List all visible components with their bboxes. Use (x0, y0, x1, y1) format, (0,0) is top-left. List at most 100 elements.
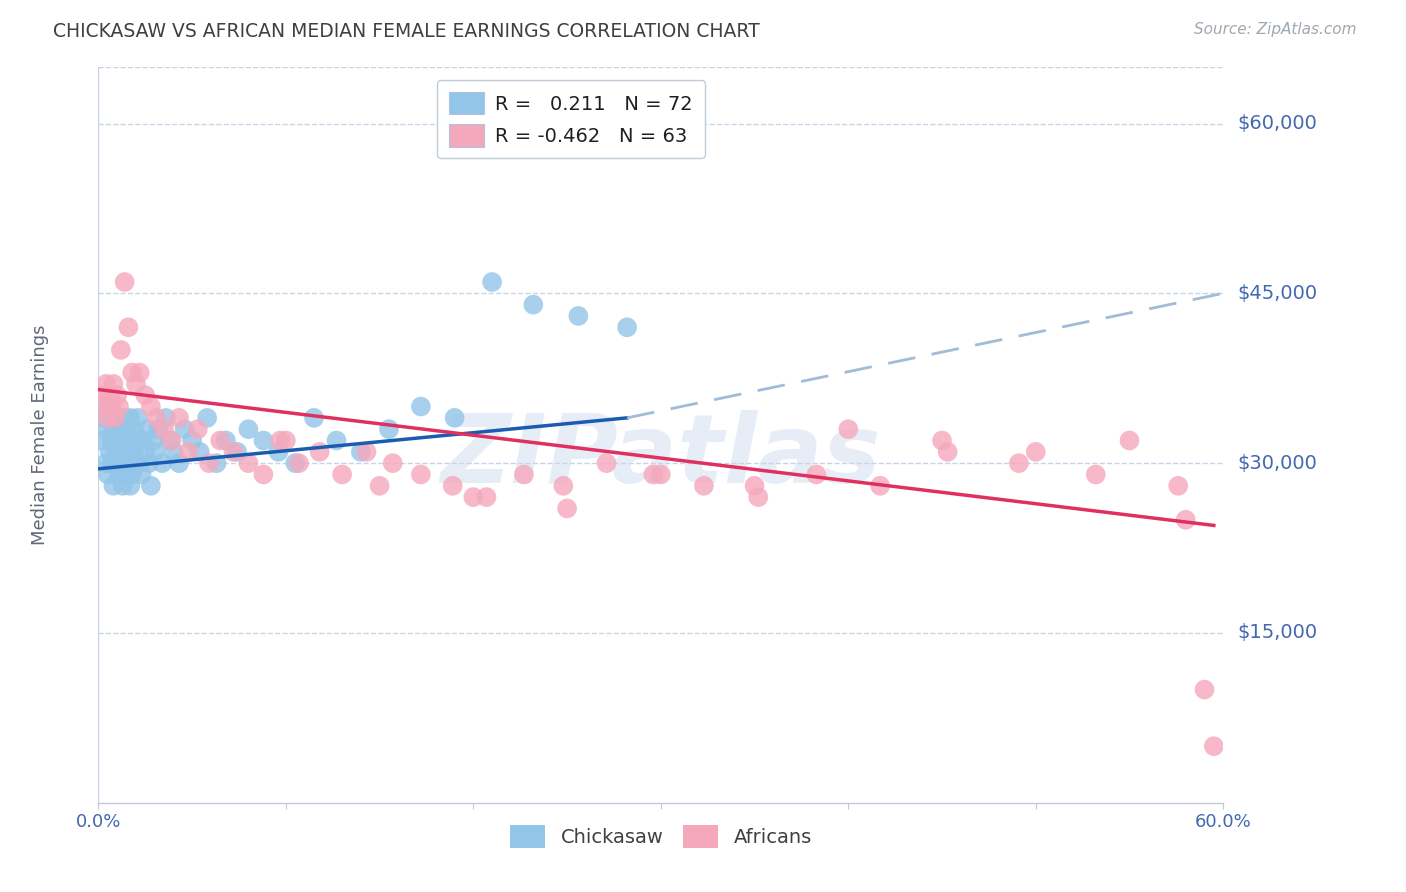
Point (205, 456, 228, 470)
Point (160, 434, 183, 448)
Point (125, 376, 148, 391)
Point (330, 467, 353, 482)
Point (252, 434, 274, 448)
Legend: Chickasaw, Africans: Chickasaw, Africans (502, 818, 820, 855)
Point (1084, 467, 1107, 482)
Point (121, 445, 143, 459)
Point (188, 445, 211, 459)
Point (128, 366, 150, 380)
Text: $30,000: $30,000 (1237, 454, 1317, 473)
Point (121, 467, 143, 482)
Point (441, 479, 464, 493)
Point (267, 445, 290, 459)
Point (553, 479, 575, 493)
Point (936, 445, 959, 459)
Point (138, 456, 160, 470)
Point (356, 445, 378, 459)
Point (117, 456, 139, 470)
Point (198, 456, 221, 470)
Point (98, 388, 121, 402)
Point (103, 479, 125, 493)
Point (274, 434, 297, 448)
Point (284, 456, 307, 470)
Point (110, 343, 132, 357)
Point (162, 445, 184, 459)
Point (108, 400, 131, 414)
Point (595, 456, 617, 470)
Point (693, 479, 716, 493)
Point (143, 445, 166, 459)
Point (131, 467, 153, 482)
Point (122, 445, 145, 459)
Point (132, 434, 155, 448)
Point (136, 422, 159, 436)
Text: Median Female Earnings: Median Female Earnings (31, 325, 49, 545)
Point (103, 376, 125, 391)
Point (97, 467, 120, 482)
Point (125, 434, 148, 448)
Point (269, 434, 291, 448)
Point (114, 467, 136, 482)
Point (1194, 682, 1216, 697)
Text: $15,000: $15,000 (1237, 624, 1317, 642)
Point (120, 479, 142, 493)
Point (104, 410, 127, 425)
Point (105, 388, 128, 402)
Point (115, 445, 138, 459)
Point (108, 445, 131, 459)
Point (1167, 479, 1189, 493)
Point (139, 479, 162, 493)
Point (98, 445, 121, 459)
Point (111, 445, 134, 459)
Point (215, 434, 238, 448)
Point (167, 410, 190, 425)
Point (111, 479, 134, 493)
Point (650, 467, 672, 482)
Point (94, 376, 117, 391)
Point (252, 467, 274, 482)
Point (142, 434, 165, 448)
Point (105, 456, 128, 470)
Point (98, 400, 121, 414)
Point (117, 434, 139, 448)
Point (368, 479, 391, 493)
Point (159, 434, 181, 448)
Point (409, 400, 432, 414)
Point (209, 434, 232, 448)
Point (94, 456, 117, 470)
Point (643, 467, 665, 482)
Point (93, 410, 115, 425)
Point (100, 434, 122, 448)
Point (288, 456, 311, 470)
Point (869, 479, 891, 493)
Text: Source: ZipAtlas.com: Source: ZipAtlas.com (1194, 22, 1357, 37)
Point (117, 320, 139, 334)
Point (125, 456, 148, 470)
Point (409, 467, 432, 482)
Point (127, 410, 149, 425)
Point (513, 467, 536, 482)
Point (128, 456, 150, 470)
Point (1202, 739, 1225, 754)
Point (110, 422, 132, 436)
Point (155, 410, 177, 425)
Point (931, 434, 953, 448)
Point (100, 456, 122, 470)
Point (177, 445, 200, 459)
Point (381, 456, 404, 470)
Point (104, 410, 127, 425)
Point (104, 445, 127, 459)
Point (325, 434, 347, 448)
Point (226, 445, 249, 459)
Point (103, 422, 125, 436)
Point (1118, 434, 1140, 448)
Point (148, 422, 170, 436)
Point (145, 410, 167, 425)
Point (238, 456, 260, 470)
Point (121, 366, 143, 380)
Point (134, 388, 156, 402)
Point (555, 501, 578, 516)
Point (181, 434, 204, 448)
Point (1174, 513, 1197, 527)
Point (108, 467, 131, 482)
